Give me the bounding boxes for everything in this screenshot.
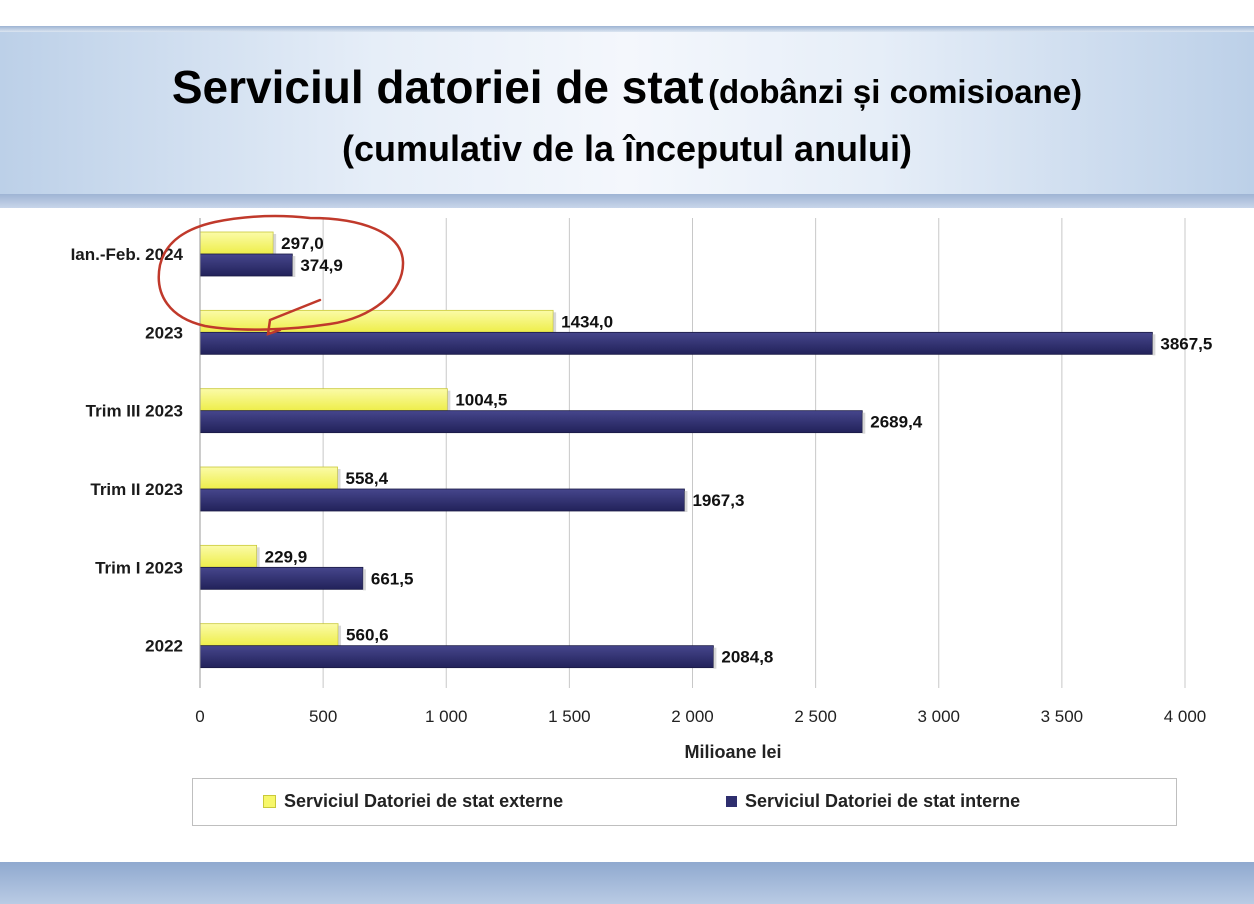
value-label-external: 229,9 [265, 547, 308, 566]
x-axis: 0 500 1 000 1 500 2 000 2 500 3 000 3 500 4 000 [195, 218, 1206, 726]
bar-internal [199, 331, 1153, 355]
bar-shadow [292, 256, 296, 277]
value-label-internal: 3867,5 [1160, 334, 1212, 353]
legend-item-external: Serviciul Datoriei de stat externe [263, 791, 563, 812]
legend-swatch-internal [726, 796, 737, 807]
labels-layer: Ian.-Feb. 2024 297,0 374,9 2023 1434,0 3867,5… [71, 234, 1213, 667]
x-tick-label: 2 000 [671, 707, 714, 726]
category-label: Ian.-Feb. 2024 [71, 245, 184, 264]
bar-shadow [338, 625, 342, 647]
bar-internal [199, 566, 364, 590]
bar-shadow [273, 234, 277, 255]
value-label-external: 560,6 [346, 626, 389, 645]
bars-layer [199, 231, 1156, 669]
page-subtitle: (cumulativ de la începutul anului) [341, 128, 913, 169]
title-band-border [0, 194, 1254, 208]
grid-layer [199, 218, 1186, 688]
bar-shadow [256, 547, 260, 569]
legend-label-external: Serviciul Datoriei de stat externe [284, 791, 564, 811]
bar-shadow [684, 491, 688, 512]
top-decor-strip [0, 26, 1254, 32]
bar-shadow [862, 412, 866, 434]
chart-legend: Serviciul Datoriei de stat externe Servi… [192, 778, 1177, 826]
bottom-decor-band [0, 862, 1254, 904]
bar-external [199, 231, 274, 255]
annotation-circle [157, 214, 405, 336]
legend-item-internal: Serviciul Datoriei de stat interne [726, 791, 1020, 812]
x-tick-label: 4 000 [1164, 707, 1207, 726]
bar-shadow [362, 569, 366, 591]
x-tick-label: 1 000 [425, 707, 468, 726]
value-label-internal: 1967,3 [692, 491, 744, 510]
value-label-external: 297,0 [281, 234, 324, 253]
x-tick-label: 3 000 [917, 707, 960, 726]
x-tick-label: 3 500 [1041, 707, 1084, 726]
title-main: Serviciul datoriei de stat [171, 61, 704, 113]
x-tick-label: 0 [195, 707, 204, 726]
title-band [0, 32, 1254, 194]
bar-internal [199, 410, 863, 434]
category-label: Trim I 2023 [95, 558, 183, 577]
x-tick-label: 1 500 [548, 707, 591, 726]
title-paren: (dobânzi și comisioane) [708, 73, 1083, 110]
category-label: Trim III 2023 [86, 402, 183, 421]
value-label-external: 1434,0 [561, 312, 613, 331]
value-label-external: 558,4 [346, 469, 389, 488]
bar-external [199, 623, 339, 647]
category-label: 2022 [145, 637, 183, 656]
bar-external [199, 388, 448, 412]
value-label-internal: 2084,8 [721, 648, 773, 667]
bar-shadow [447, 390, 451, 412]
legend-swatch-external [263, 795, 276, 808]
x-tick-label: 500 [309, 707, 337, 726]
bar-shadow [1152, 334, 1156, 356]
bar-shadow [337, 469, 341, 490]
value-label-internal: 661,5 [371, 569, 414, 588]
value-label-external: 1004,5 [455, 391, 507, 410]
x-axis-title: Milioane lei [684, 742, 781, 762]
x-tick-label: 2 500 [794, 707, 837, 726]
bar-external [199, 544, 258, 568]
legend-label-internal: Serviciul Datoriei de stat interne [745, 791, 1021, 811]
bar-internal [199, 488, 685, 512]
bar-internal [199, 253, 293, 277]
page-title: Serviciul datoriei de stat (dobânzi și c… [0, 60, 1254, 114]
bar-shadow [553, 312, 557, 334]
bar-external [199, 466, 338, 490]
bar-internal [199, 645, 714, 669]
value-label-internal: 2689,4 [870, 413, 923, 432]
bar-shadow [713, 647, 717, 669]
category-label: Trim II 2023 [90, 480, 183, 499]
category-label: 2023 [145, 323, 183, 342]
value-label-internal: 374,9 [300, 256, 343, 275]
